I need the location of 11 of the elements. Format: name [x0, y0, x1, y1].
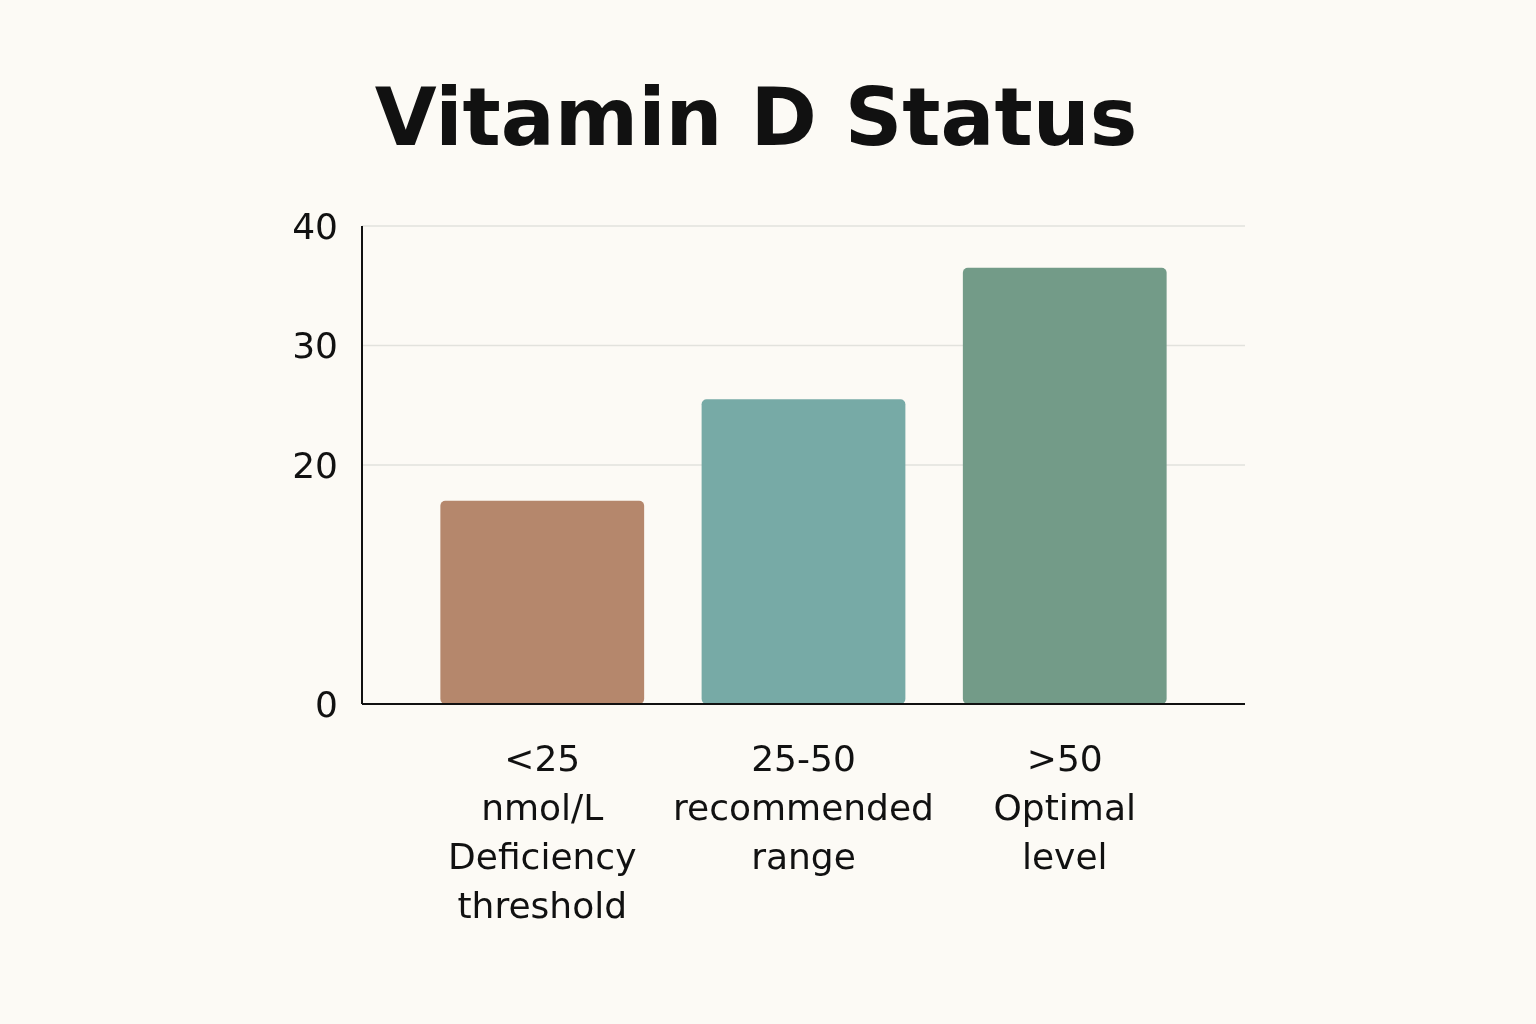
x-tick-label: >50 Optimal level — [993, 737, 1136, 877]
y-tick-label: 40 — [292, 205, 338, 247]
y-tick-label: 0 — [315, 683, 338, 725]
x-tick-label: <25 nmol/L Deficiency threshold — [448, 737, 637, 926]
bar — [701, 399, 906, 704]
y-tick-label: 20 — [292, 444, 338, 486]
bar — [962, 267, 1167, 704]
chart-title: Vitamin D Status — [374, 71, 1138, 164]
bar — [440, 500, 645, 704]
x-tick-label: 25-50 recommended range — [673, 737, 934, 877]
y-tick-label: 30 — [292, 325, 338, 367]
